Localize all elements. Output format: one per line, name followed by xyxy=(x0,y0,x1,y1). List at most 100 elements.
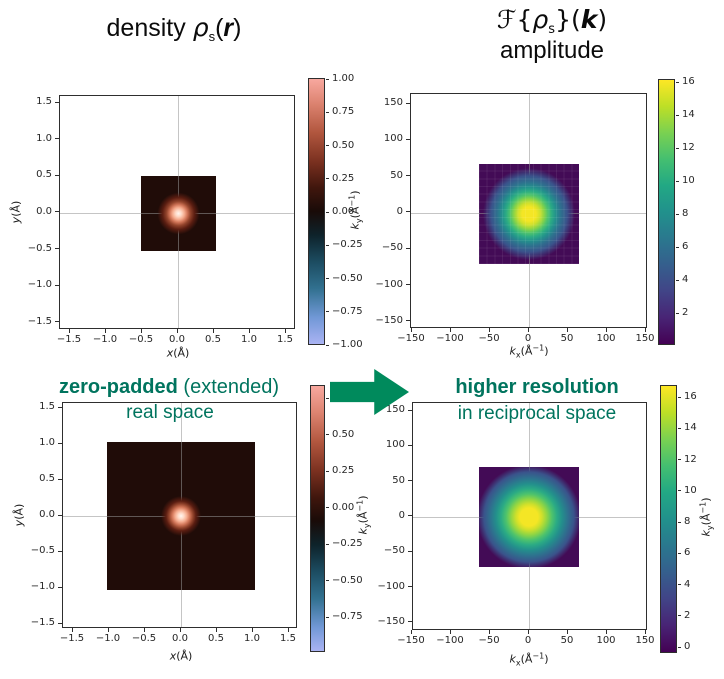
tick-label: −0.5 xyxy=(131,633,157,644)
tick-label: 0.75 xyxy=(332,106,355,118)
tick-label: 2 xyxy=(682,307,689,318)
tick-label: 1.0 xyxy=(36,132,52,144)
tick-label: 0.5 xyxy=(205,334,221,345)
axes-amplitude-recip xyxy=(410,93,647,328)
y-axis-label-real-bottom: y(Å) xyxy=(12,503,26,527)
colorbar-ticks-amplitude-bottom: 16 14 12 10 8 6 4 2 0 xyxy=(678,392,697,652)
tick-label: 100 xyxy=(383,133,403,145)
y-axis-label-real-top: y(Å) xyxy=(9,200,23,224)
tick-label: 0.0 xyxy=(39,509,55,520)
annotation-real-space: real space xyxy=(126,402,214,423)
tick-label: −100 xyxy=(377,580,405,592)
tick-label: 150 xyxy=(635,333,655,344)
tick-label: −150 xyxy=(397,635,425,646)
density-gaussian-blob xyxy=(141,176,216,251)
tick-label: −50 xyxy=(383,545,405,557)
tick-label: −1.0 xyxy=(92,334,118,345)
zeropadded-gaussian-blob xyxy=(107,442,255,590)
tick-label: −150 xyxy=(397,333,425,344)
tick-label: 1.5 xyxy=(280,633,296,644)
tick-label: −1.5 xyxy=(30,617,55,628)
tick-label: 4 xyxy=(684,578,691,590)
tick-label: 8 xyxy=(682,208,689,219)
tick-label: −100 xyxy=(436,333,464,344)
x-ticks-zeropadded: −1.5 −1.0 −0.5 0.0 0.5 1.0 1.5 xyxy=(60,628,296,644)
tick-label: 16 xyxy=(684,391,697,402)
tick-label: 0.0 xyxy=(172,633,188,644)
tick-label: 100 xyxy=(596,635,616,646)
x-axis-label-real-bottom: x(Å) xyxy=(169,649,193,663)
tick-label: −150 xyxy=(375,314,403,326)
x-axis-label-recip-top: kx(Å−1) xyxy=(509,343,549,360)
tick-label: 50 xyxy=(392,474,405,486)
tick-label: 0.50 xyxy=(332,139,355,151)
amplitude-gaussian-blob xyxy=(479,164,579,264)
tick-label: 100 xyxy=(596,333,616,344)
tick-label: 6 xyxy=(684,547,691,559)
colorbar-ticks-amplitude-top: 16 14 12 10 8 6 4 2 xyxy=(676,77,695,318)
tick-label: 0 xyxy=(524,635,532,646)
tick-label: −50 xyxy=(381,242,403,254)
axes-zeropadded-real xyxy=(62,402,297,628)
tick-label: 1.5 xyxy=(36,96,52,107)
tick-label: −0.50 xyxy=(332,272,363,284)
colorbar-amplitude-top xyxy=(658,79,675,345)
tick-label: 50 xyxy=(560,635,574,646)
tick-label: −0.75 xyxy=(332,305,363,317)
title-fourier-line1: ℱ{ρs}(k) xyxy=(496,5,608,37)
tick-label: 16 xyxy=(682,76,695,87)
tick-label: 0.5 xyxy=(36,169,52,181)
tick-label: 0 xyxy=(398,509,405,521)
tick-label: 1.5 xyxy=(39,401,55,412)
tick-label: 2 xyxy=(684,609,691,621)
tick-label: 4 xyxy=(682,274,689,285)
tick-label: 1.0 xyxy=(241,334,257,345)
tick-label: −0.50 xyxy=(332,574,363,586)
tick-label: 0.0 xyxy=(36,205,52,217)
tick-label: 1.0 xyxy=(244,633,260,644)
annotation-reciprocal-space: in reciprocal space xyxy=(457,403,617,424)
tick-label: −0.5 xyxy=(27,242,52,254)
title-fourier-line2: amplitude xyxy=(499,37,605,64)
tick-label: 150 xyxy=(635,635,655,646)
tick-label: −1.5 xyxy=(56,334,82,345)
y-ticks-higherres: 150 100 50 0 −50 −100 −150 xyxy=(372,405,412,626)
tick-label: 0 xyxy=(684,641,691,652)
tick-label: −100 xyxy=(375,278,403,290)
colorbar-amplitude-bottom xyxy=(660,385,677,653)
tick-label: 1.0 xyxy=(39,437,55,448)
tick-label: 14 xyxy=(684,422,697,434)
y-ticks-density-real: 1.5 1.0 0.5 0.0 −0.5 −1.0 −1.5 xyxy=(25,97,59,326)
x-axis-label-recip-bottom: kx(Å−1) xyxy=(509,651,549,668)
tick-label: 0.0 xyxy=(169,334,185,345)
y-ticks-amplitude-top: 150 100 50 0 −50 −100 −150 xyxy=(370,98,410,325)
tick-label: 1.00 xyxy=(332,73,355,84)
pixel-grid-overlay xyxy=(479,164,579,264)
tick-label: −0.25 xyxy=(332,239,363,251)
tick-label: 14 xyxy=(682,109,695,120)
tick-label: −1.5 xyxy=(59,633,85,644)
tick-label: −50 xyxy=(478,635,500,646)
annotation-higher-resolution: higher resolution xyxy=(455,376,619,398)
x-axis-label-real-top: x(Å) xyxy=(166,346,190,360)
tick-label: −1.0 xyxy=(95,633,121,644)
tick-label: 0.25 xyxy=(332,465,355,476)
tick-label: 0.25 xyxy=(332,172,355,184)
tick-label: 100 xyxy=(385,439,405,451)
tick-label: −0.5 xyxy=(128,334,154,345)
axes-density-real xyxy=(59,95,295,329)
tick-label: −1.0 xyxy=(30,581,55,592)
colorbar-label-ky: ky(Å−1) xyxy=(698,497,715,537)
tick-label: −0.25 xyxy=(332,538,363,549)
tick-label: 0 xyxy=(396,205,403,217)
higherres-gaussian-blob xyxy=(479,467,579,567)
tick-label: 50 xyxy=(390,169,403,181)
tick-label: 1.5 xyxy=(277,334,293,345)
tick-label: 0.00 xyxy=(332,206,355,217)
tick-label: −0.5 xyxy=(30,545,55,556)
tick-label: −1.00 xyxy=(332,339,363,350)
tick-label: 0.5 xyxy=(39,473,55,484)
title-density: density ρs(r) xyxy=(106,13,242,44)
tick-label: 0.5 xyxy=(208,633,224,644)
tick-label: 0.50 xyxy=(332,428,355,440)
